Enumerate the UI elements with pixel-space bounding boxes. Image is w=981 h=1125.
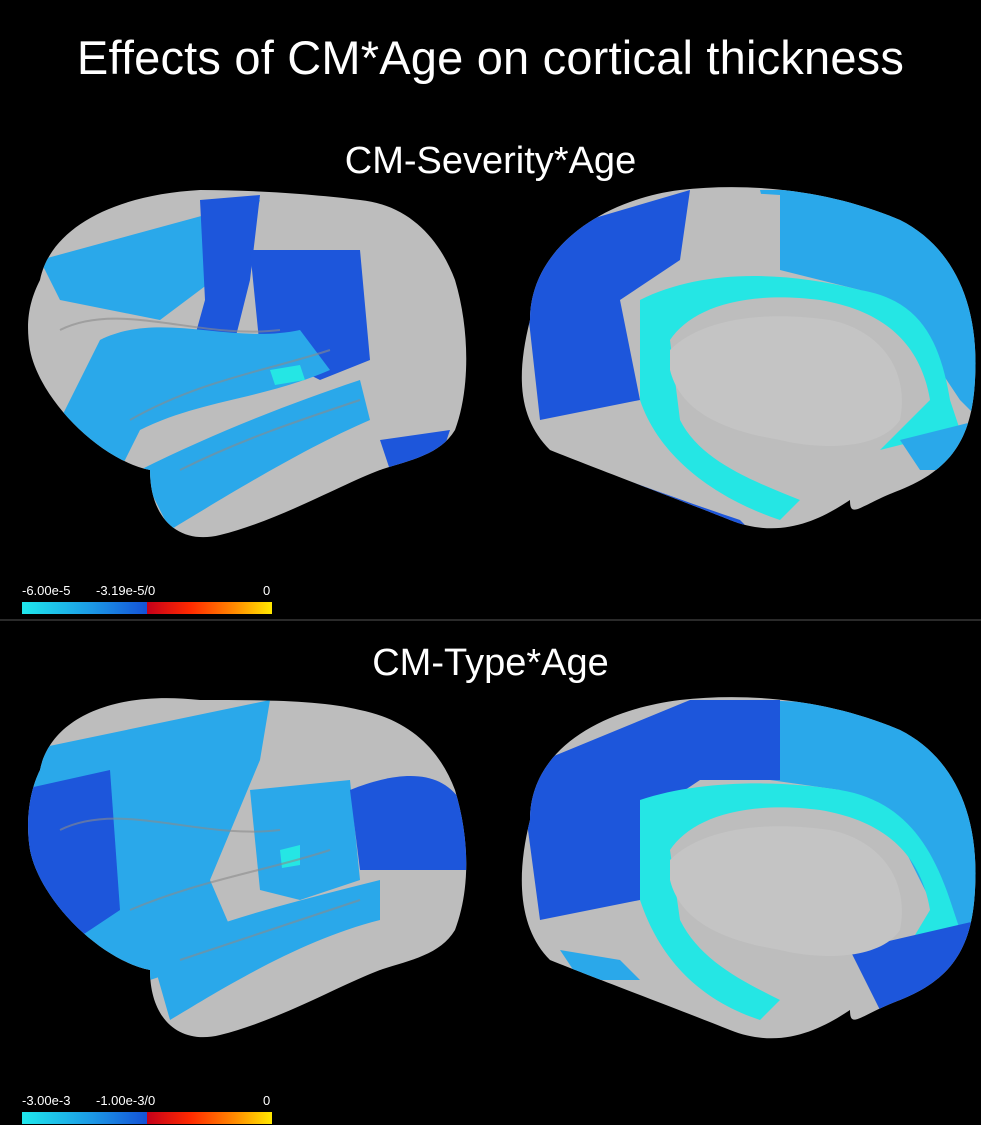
- colorbar-cool-segment: [22, 602, 147, 614]
- colorbar-strip: [22, 1112, 272, 1124]
- colorbar-max-label: 0: [263, 1093, 271, 1108]
- colorbar-strip: [22, 602, 272, 614]
- panel-cm-severity-age: CM-Severity*Age: [22, 140, 976, 614]
- brain-views: [28, 697, 976, 1039]
- panel-divider: [0, 619, 981, 621]
- panel-title: CM-Severity*Age: [344, 140, 637, 182]
- medial-brain-view: [521, 697, 976, 1039]
- colorbar-mid-label: -1.00e-3/0: [96, 1093, 156, 1108]
- brain-views: [28, 187, 976, 538]
- lateral-brain-view: [28, 190, 467, 538]
- lateral-brain-view: [28, 698, 467, 1038]
- colorbar-cool-segment: [22, 1112, 147, 1124]
- colorbar-mid-label: -3.19e-5/0: [96, 583, 156, 598]
- colorbar-min-label: -6.00e-5: [22, 583, 71, 598]
- panel-title: CM-Type*Age: [372, 642, 609, 684]
- colorbar-min-label: -3.00e-3: [22, 1093, 71, 1108]
- figure-title: Effects of CM*Age on cortical thickness: [76, 31, 905, 84]
- medial-brain-view: [521, 187, 976, 529]
- colorbar-hot-segment: [147, 1112, 272, 1124]
- colorbar-hot-segment: [147, 602, 272, 614]
- panel-cm-type-age: CM-Type*Age: [0, 620, 981, 1125]
- colorbar-max-label: 0: [263, 583, 271, 598]
